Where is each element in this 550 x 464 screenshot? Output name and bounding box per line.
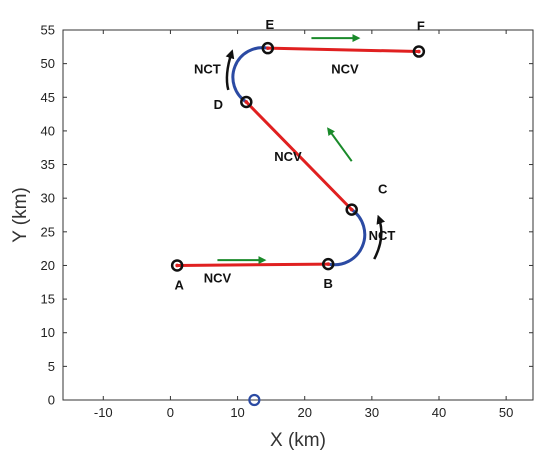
y-tick-label: 10 [41,325,55,340]
x-tick-label: 40 [432,405,446,420]
x-tick-label: 50 [499,405,513,420]
x-axis-ticks: -10 0 10 20 30 40 50 [94,30,513,420]
segment-label-3: NCT [194,62,221,77]
y-tick-label: 0 [48,393,55,408]
waypoint-marker-B [321,257,335,271]
segment-label-0: NCV [204,270,232,285]
plot-area [62,29,534,401]
turn-arrow-de [225,49,235,91]
waypoint-center-A [175,263,179,268]
x-axis-label: X (km) [270,430,326,451]
waypoint-labels: A B C D E F [174,17,424,292]
x-tick-label: 30 [365,405,379,420]
turn-arrow-bc [373,214,385,260]
y-tick-label: 45 [41,90,55,105]
waypoint-markers [170,41,426,272]
waypoint-label-B: B [324,276,333,291]
y-tick-label: 5 [48,359,55,374]
ncv-segment-EF [267,46,419,54]
x-tick-label: 10 [230,405,244,420]
y-tick-label: 40 [41,123,55,138]
origin-marker-group [248,393,261,407]
waypoint-label-E: E [265,17,274,32]
y-tick-label: 50 [41,56,55,71]
x-tick-label: -10 [94,405,113,420]
waypoint-marker-F [412,45,426,58]
segment-labels: NCV NCT NCV NCT NCV [194,62,395,286]
y-tick-label: 30 [41,191,55,206]
y-axis-label: Y (km) [10,187,31,243]
nct-segment-DE [231,46,269,104]
trajectory-segments [177,46,419,267]
waypoint-marker-A [170,259,184,272]
origin-marker [248,393,261,407]
ncv-segment-CD [245,100,353,211]
motion-arrow-1 [327,127,353,162]
ncv-segment-AB [177,262,329,267]
turn-arrows [225,49,385,260]
waypoint-marker-C [345,203,358,216]
nct-segment-BC [327,208,367,267]
waypoint-label-C: C [378,182,388,197]
waypoint-center-D [244,100,249,104]
y-tick-label: 55 [41,23,55,38]
y-tick-label: 25 [41,224,55,239]
x-tick-label: 20 [297,405,311,420]
y-tick-label: 15 [41,292,55,307]
segment-label-4: NCV [331,62,359,77]
x-tick-label: 0 [167,405,174,420]
y-tick-label: 35 [41,157,55,172]
y-tick-label: 20 [41,258,55,273]
motion-arrows [217,34,361,265]
waypoint-center-F [417,49,421,54]
waypoint-marker-E [261,41,275,55]
waypoint-center-C [349,207,354,212]
waypoint-label-F: F [417,19,425,34]
waypoint-label-A: A [174,277,184,292]
waypoint-center-E [265,46,270,50]
waypoint-marker-D [240,95,253,109]
waypoint-label-D: D [214,97,223,112]
y-axis-ticks: 0 5 10 15 20 25 30 35 40 45 50 55 [41,23,533,408]
waypoint-center-B [326,262,331,266]
segment-label-2: NCV [274,149,302,164]
segment-label-1: NCT [369,228,396,243]
